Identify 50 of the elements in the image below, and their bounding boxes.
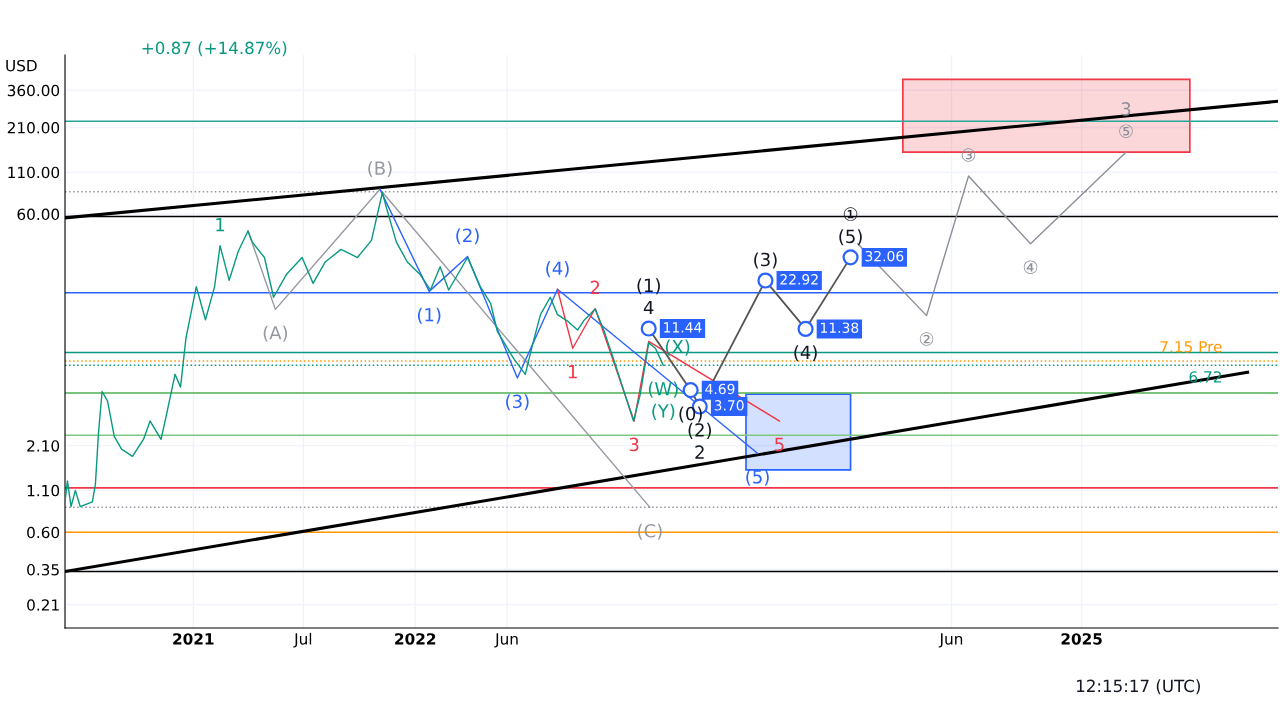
annotation: (B): [368, 161, 392, 178]
annotation: (Y): [652, 403, 675, 420]
annotation: 3: [629, 437, 639, 452]
data-label: 22.92: [780, 274, 818, 285]
annotation: (A): [263, 325, 288, 342]
annotation: 2: [695, 445, 704, 459]
data-label: 11.44: [664, 322, 702, 333]
annotation: (W): [648, 381, 678, 398]
data-label: 3.70: [714, 400, 744, 411]
x-tick-label: 2022: [395, 633, 436, 645]
annotation: ②: [919, 332, 934, 346]
annotation: (2): [456, 228, 479, 245]
y-tick-label: 60.00: [17, 208, 60, 221]
annotation: (2): [688, 422, 712, 439]
y-tick-label: 0.35: [27, 563, 59, 576]
y-axis-title: USD: [6, 59, 37, 72]
data-label: 32.06: [865, 250, 904, 262]
y-tick-label: 1.10: [27, 484, 60, 497]
x-tick-label: Jun: [494, 633, 518, 648]
annotation: (0): [679, 406, 702, 423]
text: 12:15:17 (UTC): [1077, 679, 1200, 695]
y-tick-label: 360.00: [7, 84, 60, 97]
annotation: 1: [568, 365, 577, 379]
annotation: (1): [417, 307, 441, 324]
annotation: ⑤: [1119, 124, 1133, 138]
annotation: 5: [775, 437, 784, 452]
annotation: (5): [746, 469, 769, 486]
annotation: ④: [1023, 260, 1038, 274]
x-tick-label: 2025: [1061, 633, 1102, 645]
data-label: 4.69: [705, 383, 735, 395]
annotation: 3: [1121, 102, 1131, 116]
annotation: 4: [643, 300, 654, 315]
x-tick-label: Jun: [938, 633, 963, 648]
y-tick-label: 110.00: [8, 166, 60, 179]
y-tick-label: 2.10: [27, 440, 60, 452]
annotation: +0.87 (+14.87%): [142, 41, 287, 57]
y-tick-label: 210.00: [7, 121, 60, 134]
annotation: (1): [637, 278, 660, 295]
annotation: (4): [546, 261, 569, 278]
annotation: (3): [754, 252, 777, 269]
ref-line-label: 7.15 Pre: [1160, 341, 1222, 353]
annotation: 1: [216, 218, 225, 232]
data-label: 11.38: [820, 322, 859, 333]
y-tick-label: 0.60: [27, 526, 60, 539]
y-tick-label: 0.21: [27, 599, 59, 611]
x-tick-label: 2021: [173, 633, 214, 645]
x-tick-label: Jul: [293, 632, 312, 648]
annotation: (5): [839, 229, 862, 246]
annotation: (3): [506, 394, 529, 411]
annotation: 2: [590, 280, 600, 295]
